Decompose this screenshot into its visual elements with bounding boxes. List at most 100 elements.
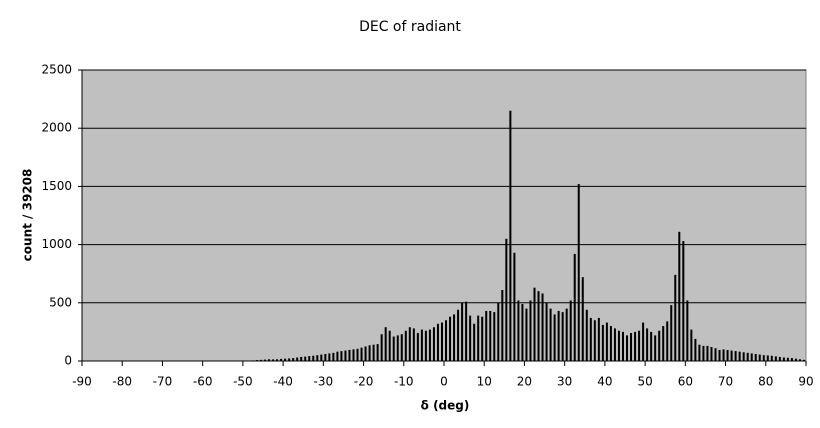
bar (770, 355, 773, 361)
bar (525, 308, 528, 361)
bar (380, 334, 383, 361)
x-tick-label: -40 (273, 375, 293, 389)
bar (461, 302, 464, 361)
bar (449, 316, 452, 361)
bar (553, 314, 556, 361)
y-tick-label: 1000 (41, 237, 72, 251)
bar (762, 355, 765, 361)
bar (718, 349, 721, 361)
bar (605, 322, 608, 361)
bar (573, 253, 576, 361)
x-tick-label: -90 (72, 375, 92, 389)
bar (654, 335, 657, 361)
bar (517, 300, 520, 361)
bar (674, 274, 677, 361)
bar (794, 358, 797, 361)
y-tick-label: 2500 (41, 63, 72, 77)
bar (477, 315, 480, 361)
bar (392, 336, 395, 361)
bar (726, 349, 729, 361)
y-axis-label: count / 39208 (21, 169, 35, 262)
x-tick-label: 0 (440, 375, 448, 389)
x-tick-label: 90 (798, 375, 813, 389)
bar (352, 349, 355, 361)
bar (698, 344, 701, 361)
bar (485, 310, 488, 361)
y-tick-label: 0 (64, 354, 72, 368)
y-tick-label: 2000 (41, 121, 72, 135)
bar (650, 331, 653, 361)
bar (259, 359, 262, 361)
chart-title: DEC of radiant (359, 19, 461, 35)
plot-area (81, 69, 807, 362)
bar (702, 345, 705, 361)
bar (754, 354, 757, 361)
bar (489, 310, 492, 361)
bar (440, 322, 443, 361)
bar (473, 323, 476, 361)
bar (280, 358, 283, 361)
bar (320, 354, 323, 361)
bar (589, 317, 592, 361)
bar (722, 349, 725, 361)
bar (658, 330, 661, 361)
bar (416, 333, 419, 361)
bar (453, 314, 456, 361)
x-tick-label: 20 (517, 375, 532, 389)
bar (662, 326, 665, 361)
x-tick-label: 30 (557, 375, 572, 389)
bar (300, 356, 303, 361)
bar (501, 289, 504, 361)
bar (336, 351, 339, 361)
bar (296, 357, 299, 361)
bar (521, 303, 524, 361)
bar (613, 328, 616, 361)
bar (782, 357, 785, 361)
bar (557, 310, 560, 361)
x-tick-label: 10 (477, 375, 492, 389)
bar (638, 330, 641, 361)
bar (537, 291, 540, 361)
bar (593, 320, 596, 361)
bar (581, 277, 584, 361)
bar (626, 335, 629, 361)
x-tick-label: 50 (637, 375, 652, 389)
bar (264, 359, 267, 361)
bar (268, 359, 271, 361)
x-tick-label: 70 (718, 375, 733, 389)
bar (533, 287, 536, 361)
bar (678, 231, 681, 361)
bar (742, 352, 745, 361)
x-axis-label: δ (deg) (421, 399, 470, 413)
bar (376, 344, 379, 361)
x-tick-label: -30 (314, 375, 334, 389)
x-tick-label: -20 (354, 375, 374, 389)
bar (694, 338, 697, 361)
bar (642, 322, 645, 361)
bar (469, 315, 472, 361)
bar (513, 252, 516, 361)
bar (609, 326, 612, 361)
bar (734, 351, 737, 361)
bar (541, 293, 544, 361)
bar (348, 349, 351, 361)
bar (634, 331, 637, 361)
bar (481, 316, 484, 361)
bar (710, 347, 713, 361)
bar (364, 346, 367, 361)
bar (396, 335, 399, 361)
bar (457, 309, 460, 361)
bar (682, 241, 685, 361)
bar (324, 354, 327, 361)
bar (597, 317, 600, 361)
bar (340, 351, 343, 361)
bar (601, 324, 604, 361)
bar (766, 355, 769, 361)
bar (436, 323, 439, 361)
bar (432, 327, 435, 361)
bar (577, 184, 580, 361)
bar (778, 356, 781, 361)
bar (412, 328, 415, 361)
bar (360, 347, 363, 361)
bar (750, 353, 753, 361)
